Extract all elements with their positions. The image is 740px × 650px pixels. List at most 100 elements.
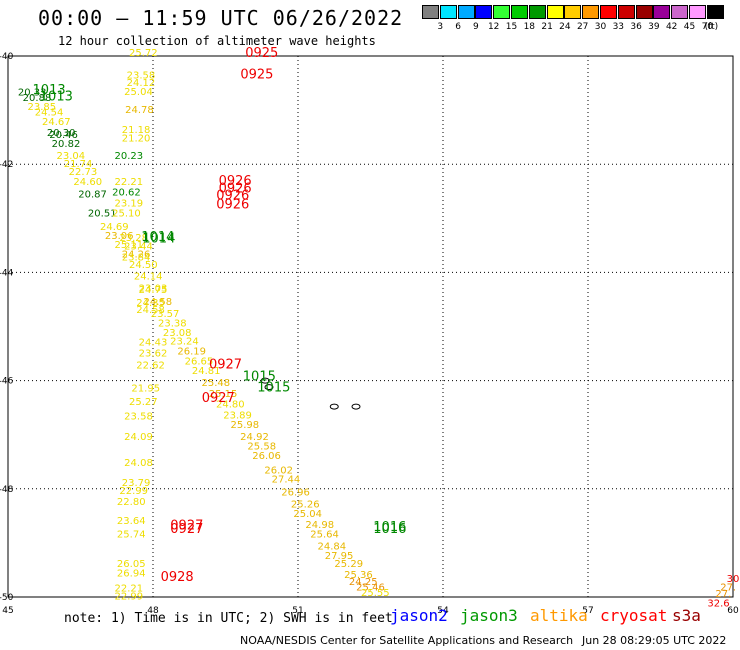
wave-height-label: 24.14 bbox=[134, 271, 163, 282]
y-tick-label: -50 bbox=[0, 593, 14, 603]
wave-height-label: 24.81 bbox=[192, 366, 221, 377]
pressure-label: 0926 bbox=[219, 174, 252, 189]
wave-height-label: 20.51 bbox=[88, 209, 117, 220]
wave-height-label: 22.73 bbox=[69, 167, 98, 178]
wave-height-label: 25.15 bbox=[209, 389, 238, 400]
wave-height-label: 20.62 bbox=[112, 188, 141, 199]
colorbar-label: 9 bbox=[473, 22, 479, 32]
colorbar-swatch bbox=[689, 5, 706, 19]
wave-height-label: 20.46 bbox=[49, 130, 78, 141]
wave-height-label: 24.26 bbox=[122, 249, 151, 260]
wave-height-label: 25.04 bbox=[293, 509, 322, 520]
colorbar-swatch bbox=[546, 5, 564, 19]
wave-height-label: 23.24 bbox=[170, 336, 199, 347]
wave-height-label: 26.05 bbox=[117, 559, 146, 570]
wave-height-label: 23.19 bbox=[115, 198, 144, 209]
wave-height-label: 25.58 bbox=[247, 441, 276, 452]
pressure-label: 1015 bbox=[257, 380, 290, 395]
wave-height-label: 25.74 bbox=[117, 529, 146, 540]
wave-height-label: 24.50 bbox=[129, 260, 158, 271]
wave-height-label: 24.69 bbox=[100, 222, 129, 233]
wave-height-label: 25.98 bbox=[231, 420, 260, 431]
wave-height-label: 25.46 bbox=[356, 583, 385, 594]
wave-height-label: 27.44 bbox=[272, 474, 301, 485]
pressure-label: 0928 bbox=[161, 570, 194, 585]
wave-height-label: 22.62 bbox=[136, 361, 165, 372]
x-tick-label: 54 bbox=[437, 606, 449, 616]
pressure-label: 1014 bbox=[141, 230, 174, 245]
wave-height-label: 24.54 bbox=[35, 108, 64, 119]
wave-height-label: 23.28 bbox=[119, 233, 148, 244]
colorbar-swatch bbox=[422, 5, 439, 19]
wave-height-label: 22.21 bbox=[115, 177, 144, 188]
pressure-label: 1015 bbox=[243, 370, 276, 385]
colorbar-swatch bbox=[457, 5, 475, 19]
colorbar-label: 45 bbox=[683, 22, 696, 32]
colorbar-unit: (ft) bbox=[704, 22, 719, 32]
wave-height-label: 25.29 bbox=[334, 559, 363, 570]
pressure-label: 0927 bbox=[202, 391, 235, 406]
wave-height-label: 25.11 bbox=[115, 240, 144, 251]
pressure-label: 0925 bbox=[245, 46, 278, 61]
chart-title: 00:00 – 11:59 UTC 06/26/2022 bbox=[38, 6, 404, 30]
wave-height-label: 24.78 bbox=[125, 105, 154, 116]
colorbar-swatch bbox=[653, 5, 671, 19]
wave-height-label: 25.55 bbox=[361, 588, 390, 599]
wave-height-label: 24.25 bbox=[349, 577, 378, 588]
wave-height-label: 22.99 bbox=[115, 592, 144, 603]
wave-height-label: 23.58 bbox=[127, 71, 156, 82]
wave-height-label: 27. bbox=[720, 583, 736, 594]
wave-height-label: 23.04 bbox=[57, 151, 86, 162]
wave-height-label: 23.44 bbox=[124, 242, 153, 253]
pressure-label: 1014 bbox=[142, 232, 175, 247]
wave-height-label: 25.64 bbox=[310, 529, 339, 540]
wave-height-label: 23.89 bbox=[223, 410, 252, 421]
wave-height-label: 25.36 bbox=[344, 570, 373, 581]
y-tick-label: -44 bbox=[0, 268, 14, 278]
wave-height-label: 26.96 bbox=[281, 487, 310, 498]
wave-height-label: 32.6 bbox=[707, 599, 729, 610]
wave-height-label: 20.87 bbox=[78, 190, 107, 201]
colorbar-label: 3 bbox=[437, 22, 444, 32]
wave-height-label: 25.26 bbox=[291, 500, 320, 511]
wave-height-label: 20.30 bbox=[47, 128, 76, 139]
x-tick-label: 45 bbox=[2, 606, 13, 616]
plot-frame bbox=[7, 55, 734, 598]
colorbar-swatch bbox=[528, 5, 546, 19]
footer-note: note: 1) Time is in UTC; 2) SWH is in fe… bbox=[64, 611, 393, 626]
x-tick-label: 51 bbox=[292, 606, 303, 616]
x-tick-label: 48 bbox=[147, 606, 159, 616]
pressure-label: 0927 bbox=[170, 522, 203, 537]
pressure-label: 1013 bbox=[40, 89, 73, 104]
colorbar-swatch bbox=[671, 5, 689, 19]
wave-height-label: 23.03 bbox=[139, 283, 168, 294]
pressure-label: 0925 bbox=[240, 68, 273, 83]
pressure-label: 0926 bbox=[219, 181, 252, 196]
y-tick-label: -40 bbox=[0, 52, 14, 62]
wave-height-label: 23.06 bbox=[105, 231, 134, 242]
legend-jason2: jason2 bbox=[390, 606, 448, 625]
wave-height-label: 24.67 bbox=[42, 117, 71, 128]
wave-height-label: 26.19 bbox=[177, 347, 206, 358]
colorbar-swatch bbox=[706, 5, 724, 19]
wave-height-label: 22.21 bbox=[115, 584, 144, 595]
colorbar-label: 21 bbox=[541, 22, 553, 32]
pressure-label: 1016 bbox=[373, 520, 406, 535]
x-tick-label: 60 bbox=[727, 606, 739, 616]
colorbar-swatch bbox=[439, 5, 457, 19]
legend-s3a: s3a bbox=[672, 606, 701, 625]
wave-height-label: 20.23 bbox=[115, 151, 144, 162]
wave-height-label: 26.94 bbox=[117, 568, 146, 579]
wave-height-label: 24.98 bbox=[305, 520, 334, 531]
pressure-label: 1016 bbox=[373, 522, 406, 537]
wave-height-label: 24.58 bbox=[136, 305, 165, 316]
colorbar-label: 33 bbox=[612, 22, 625, 32]
colorbar-swatch bbox=[635, 5, 653, 19]
wave-height-label: 26.65 bbox=[185, 356, 214, 367]
wave-height-label: 21.74 bbox=[64, 159, 93, 170]
wave-height-label: 22.99 bbox=[119, 486, 148, 497]
island-3 bbox=[329, 403, 339, 410]
wave-height-label: 27.95 bbox=[325, 551, 354, 562]
pressure-label: 1013 bbox=[33, 83, 66, 98]
wave-height-label: 20.33 bbox=[18, 87, 47, 98]
